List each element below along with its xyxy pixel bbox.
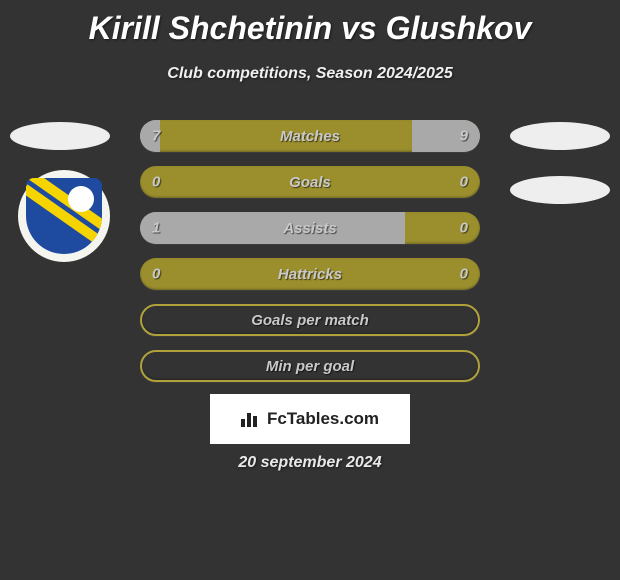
player-right-club-placeholder [510,176,610,204]
stat-row-goals: 0 0 Goals [140,166,480,198]
value-left: 1 [152,220,160,237]
stat-row-min-per-goal: Min per goal [140,350,480,382]
stat-label: Matches [280,128,340,145]
player-left-club-badge [18,170,110,262]
value-left: 0 [152,174,160,191]
club-badge-icon [26,178,102,254]
page-title: Kirill Shchetinin vs Glushkov [0,0,620,47]
footer-date: 20 september 2024 [0,454,620,472]
player-right-avatar-placeholder [510,122,610,150]
stat-label: Goals per match [251,312,369,329]
value-left: 0 [152,266,160,283]
stat-row-goals-per-match: Goals per match [140,304,480,336]
value-left: 7 [152,128,160,145]
value-right: 9 [460,128,468,145]
value-right: 0 [460,266,468,283]
player-left-avatar-placeholder [10,122,110,150]
bar-chart-icon [241,411,261,427]
stat-row-assists: 1 0 Assists [140,212,480,244]
stats-rows-container: 7 9 Matches 0 0 Goals 1 0 Assists 0 0 Hattricks Goal… [140,120,480,382]
page-subtitle: Club competitions, Season 2024/2025 [0,65,620,83]
stat-label: Hattricks [278,266,342,283]
bar-right-segment [412,120,480,152]
brand-text: FcTables.com [267,409,379,429]
value-right: 0 [460,174,468,191]
stat-label: Min per goal [266,358,354,375]
stat-label: Assists [283,220,336,237]
bar-left-segment [140,212,405,244]
stat-row-matches: 7 9 Matches [140,120,480,152]
value-right: 0 [460,220,468,237]
brand-watermark[interactable]: FcTables.com [210,394,410,444]
stat-label: Goals [289,174,331,191]
stat-row-hattricks: 0 0 Hattricks [140,258,480,290]
